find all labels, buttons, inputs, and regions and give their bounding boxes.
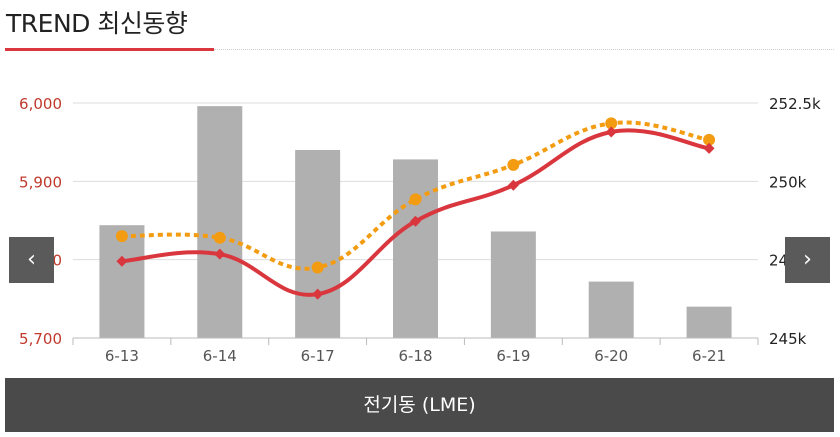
dotted-series-point-6-20: [605, 117, 618, 130]
dotted-series-point-6-13: [115, 230, 128, 243]
x-axis: [72, 337, 759, 345]
solid-series-point-6-19: [507, 179, 519, 191]
bar-6-21: [686, 306, 732, 338]
prev-button[interactable]: ‹: [9, 237, 54, 283]
y-right-tick-label: 250k: [769, 173, 807, 191]
dotted-series-point-6-18: [409, 193, 422, 206]
dotted-series-point-6-17: [311, 261, 324, 274]
x-tick-label: 6-17: [301, 347, 335, 365]
y-right-tick-label: 252.5k: [769, 95, 821, 113]
dotted-series-point-6-14: [213, 231, 226, 244]
x-tick-label: 6-21: [692, 347, 726, 365]
footer-label-bar: 전기동 (LME): [5, 378, 834, 432]
bar-6-17: [295, 150, 341, 338]
bar-6-20: [588, 281, 634, 338]
bar-6-19: [490, 231, 536, 338]
chevron-right-icon: ›: [803, 247, 812, 272]
y-right-tick-label: 245k: [769, 330, 807, 348]
x-tick-label: 6-19: [496, 347, 530, 365]
bar-series: [99, 106, 732, 338]
chevron-left-icon: ‹: [27, 247, 36, 272]
dotted-series-point-6-19: [507, 158, 520, 171]
solid-series-point-6-13: [116, 255, 128, 267]
solid-series-point-6-17: [312, 288, 324, 300]
bar-6-13: [99, 225, 145, 338]
solid-series-point-6-20: [605, 126, 617, 138]
next-button[interactable]: ›: [785, 237, 830, 283]
header: TREND 최신동향: [0, 0, 840, 52]
bar-6-18: [393, 159, 438, 338]
solid-series-point-6-21: [703, 142, 715, 154]
y-left-tick-label: 5,700: [19, 330, 62, 348]
x-tick-label: 6-13: [105, 347, 139, 365]
x-tick-label: 6-20: [594, 347, 628, 365]
y-left-tick-label: 6,000: [19, 95, 62, 113]
x-tick-label: 6-18: [398, 347, 432, 365]
title-divider: [214, 49, 834, 50]
line-series: [115, 117, 716, 300]
x-tick-label: 6-14: [203, 347, 237, 365]
bar-6-14: [197, 106, 243, 338]
dotted-series-point-6-21: [703, 133, 716, 146]
trend-chart: 5,7005,8005,9006,000245k247.5k250k252.5k…: [19, 95, 821, 365]
title-underline: [5, 48, 214, 51]
y-left-tick-label: 5,900: [19, 173, 62, 191]
page-title: TREND 최신동향: [6, 9, 188, 38]
solid-series-point-6-14: [214, 248, 226, 260]
solid-series-point-6-18: [410, 215, 421, 227]
footer-label: 전기동 (LME): [363, 394, 476, 416]
